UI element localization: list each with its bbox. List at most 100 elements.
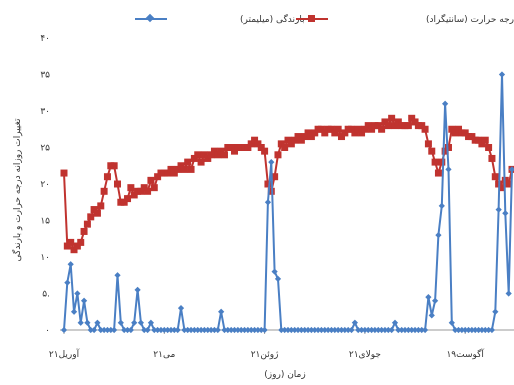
temperature-point (424, 140, 432, 148)
rainfall-point (154, 326, 161, 334)
temperature-point (431, 158, 439, 166)
temperature-point (434, 169, 442, 177)
rainfall-point (80, 297, 88, 304)
temperature-point (93, 209, 101, 217)
temperature-point (67, 238, 75, 246)
rainfall-point (348, 326, 355, 334)
temperature-point (257, 144, 265, 151)
temperature-point (247, 140, 255, 148)
temperature-point (137, 187, 145, 195)
temperature-point (451, 129, 459, 137)
rainfall-point (64, 279, 71, 286)
rainfall-point (248, 326, 255, 334)
rainfall-point (137, 319, 145, 326)
temperature-point (291, 136, 299, 144)
temperature-point (251, 136, 259, 144)
temperature-point (113, 180, 121, 188)
temperature-point (187, 165, 195, 173)
temperature-point (281, 144, 289, 151)
series-temperature (60, 114, 514, 254)
temperature-point (177, 162, 185, 170)
temperature-point (227, 144, 235, 151)
temperature-point (301, 133, 309, 141)
legend-rain-label: بارندگی (میلیمتر) (240, 13, 305, 25)
rainfall-point (298, 326, 305, 334)
rainfall-point (204, 326, 211, 334)
temperature-point (364, 122, 372, 130)
rainfall-point (214, 326, 221, 334)
temperature-point (307, 133, 315, 141)
rainfall-point (177, 304, 185, 312)
rainfall-point (207, 326, 215, 334)
temperature-point (488, 154, 496, 162)
temperature-point (411, 118, 419, 126)
rainfall-point (311, 326, 318, 334)
temperature-point (220, 151, 228, 159)
rainfall-point (341, 326, 348, 334)
rainfall-point (482, 326, 489, 334)
rainfall-point (244, 326, 251, 334)
temperature-point (274, 151, 282, 159)
y-tick-label: ۳۵ (40, 71, 50, 81)
temperature-point (83, 220, 91, 228)
rainfall-point (425, 294, 432, 301)
x-axis-ticks: ۲۱آوریل ۲۱می ۲۱ژوئن ۲۱جولای ۱۹آگوست (49, 330, 484, 360)
rainfall-point (191, 326, 198, 334)
rainfall-point (151, 326, 158, 334)
temperature-point (297, 136, 305, 144)
temperature-point (164, 169, 172, 177)
rainfall-point (438, 202, 445, 210)
rainfall-point (117, 319, 124, 326)
temperature-point (441, 147, 449, 155)
temperature-point (261, 147, 269, 155)
rainfall-point (67, 261, 74, 268)
rainfall-point (388, 326, 395, 334)
rainfall-point (435, 232, 442, 239)
temperature-point (167, 165, 175, 173)
temperature-point (455, 125, 463, 133)
rainfall-point (60, 326, 68, 334)
temperature-point (73, 242, 81, 250)
rainfall-point (465, 326, 472, 334)
temperature-point (190, 154, 198, 162)
rainfall-point (264, 199, 272, 206)
temperature-point (150, 184, 158, 192)
legend: بارندگی (میلیمتر) درجه حرارت (سانتیگراد) (135, 13, 514, 25)
rainfall-point (157, 326, 165, 334)
rainfall-point (104, 326, 111, 334)
rainfall-point (261, 326, 268, 334)
temperature-point (388, 114, 396, 122)
temperature-point (90, 206, 98, 214)
rainfall-point (428, 312, 435, 319)
temperature-point (277, 140, 285, 148)
y-tick-label: ۴۰ (40, 34, 50, 44)
rainfall-point (505, 290, 512, 297)
temperature-point (254, 140, 262, 148)
y-tick-label: ۰ (45, 326, 50, 336)
temperature-point (271, 173, 279, 181)
rainfall-point (452, 326, 459, 334)
temperature-point (170, 169, 178, 177)
rainfall-point (488, 326, 496, 334)
temperature-point (197, 158, 205, 166)
rainfall-point (328, 326, 335, 334)
temperature-point (184, 158, 192, 166)
legend-temp-marker (308, 15, 315, 22)
temperature-point (70, 246, 78, 254)
rainfall-point (304, 326, 312, 334)
temperature-point (124, 195, 132, 203)
temperature-point (418, 122, 426, 130)
rainfall-point (278, 326, 285, 334)
temperature-point (77, 238, 85, 246)
rainfall-point (351, 319, 358, 326)
temperature-point (110, 162, 118, 170)
rainfall-point (498, 71, 506, 78)
temperature-point (491, 173, 499, 181)
rainfall-point (421, 326, 429, 334)
temperature-point (80, 227, 88, 235)
temperature-point (481, 136, 489, 144)
legend-rain-marker (145, 13, 155, 23)
x-axis-title: زمان (روز) (264, 370, 305, 380)
rainfall-point (401, 326, 409, 334)
temperature-point (130, 191, 138, 199)
